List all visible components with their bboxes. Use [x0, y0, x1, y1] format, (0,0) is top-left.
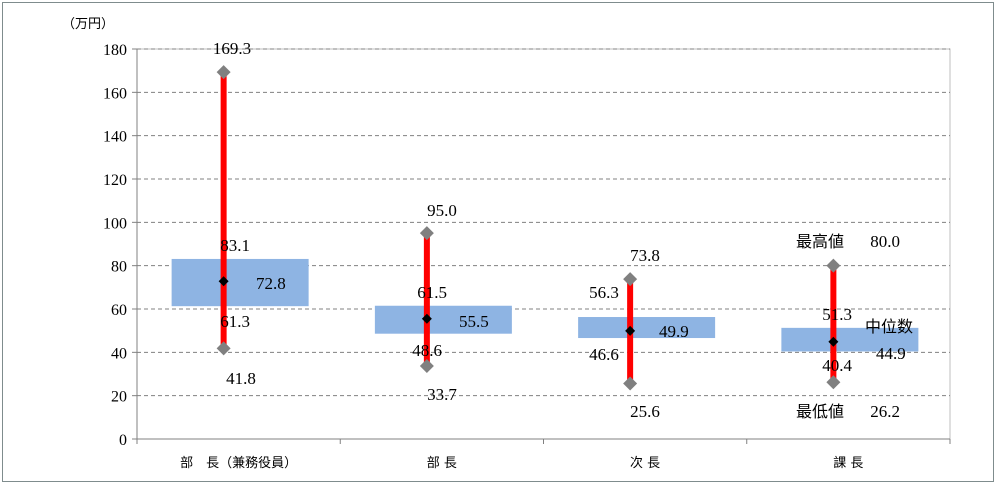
max-marker	[419, 226, 434, 241]
y-tick-label: 100	[103, 215, 127, 232]
y-tick-label: 120	[103, 172, 127, 189]
iqr-box	[781, 327, 919, 352]
median-value-label: 72.8	[256, 274, 286, 293]
min-value-label: 33.7	[427, 385, 457, 404]
y-tick-label: 160	[103, 85, 127, 102]
max-marker	[826, 258, 841, 273]
y-tick-label: 180	[103, 42, 127, 59]
annotation-min: 最低値	[796, 402, 844, 421]
q3-value-label: 83.1	[220, 236, 250, 255]
max-value-label: 80.0	[870, 232, 900, 251]
median-value-label: 44.9	[876, 344, 906, 363]
annotation-median: 中位数	[865, 317, 913, 336]
median-marker	[421, 313, 432, 324]
min-value-label: 25.6	[630, 402, 660, 421]
y-tick-label: 0	[119, 432, 127, 449]
y-unit-label: （万円）	[62, 17, 114, 32]
y-tick-label: 40	[111, 345, 127, 362]
max-value-label: 73.8	[630, 246, 660, 265]
median-value-label: 49.9	[659, 322, 689, 341]
annotation-max: 最高値	[796, 232, 844, 251]
max-value-label: 169.3	[213, 39, 251, 58]
min-value-label: 41.8	[226, 369, 256, 388]
median-value-label: 55.5	[459, 312, 489, 331]
max-value-label: 95.0	[427, 201, 457, 220]
y-tick-label: 140	[103, 129, 127, 146]
max-marker	[216, 65, 231, 80]
q1-value-label: 48.6	[412, 341, 442, 360]
q3-value-label: 56.3	[589, 283, 619, 302]
median-marker	[828, 336, 839, 347]
min-value-label: 26.2	[870, 402, 900, 421]
min-marker	[826, 375, 841, 390]
q3-value-label: 51.3	[822, 305, 852, 324]
min-marker	[216, 341, 231, 356]
y-tick-label: 80	[111, 259, 127, 276]
iqr-box	[171, 258, 309, 307]
x-category-label: 部 長	[427, 456, 457, 471]
iqr-box	[374, 305, 512, 334]
y-tick-label: 60	[111, 302, 127, 319]
median-marker	[625, 325, 636, 336]
q3-value-label: 61.5	[417, 283, 447, 302]
x-category-label: 課 長	[833, 455, 863, 471]
x-category-label: 次 長	[630, 455, 660, 471]
q1-value-label: 40.4	[822, 356, 852, 375]
y-tick-label: 20	[111, 389, 127, 406]
iqr-box	[578, 317, 716, 339]
q1-value-label: 61.3	[220, 312, 250, 331]
median-marker	[218, 276, 229, 287]
q1-value-label: 46.6	[589, 345, 619, 364]
min-marker	[623, 376, 638, 391]
max-marker	[623, 272, 638, 287]
x-category-label: 部 長（兼務役員）	[180, 456, 297, 471]
min-marker	[419, 358, 434, 373]
